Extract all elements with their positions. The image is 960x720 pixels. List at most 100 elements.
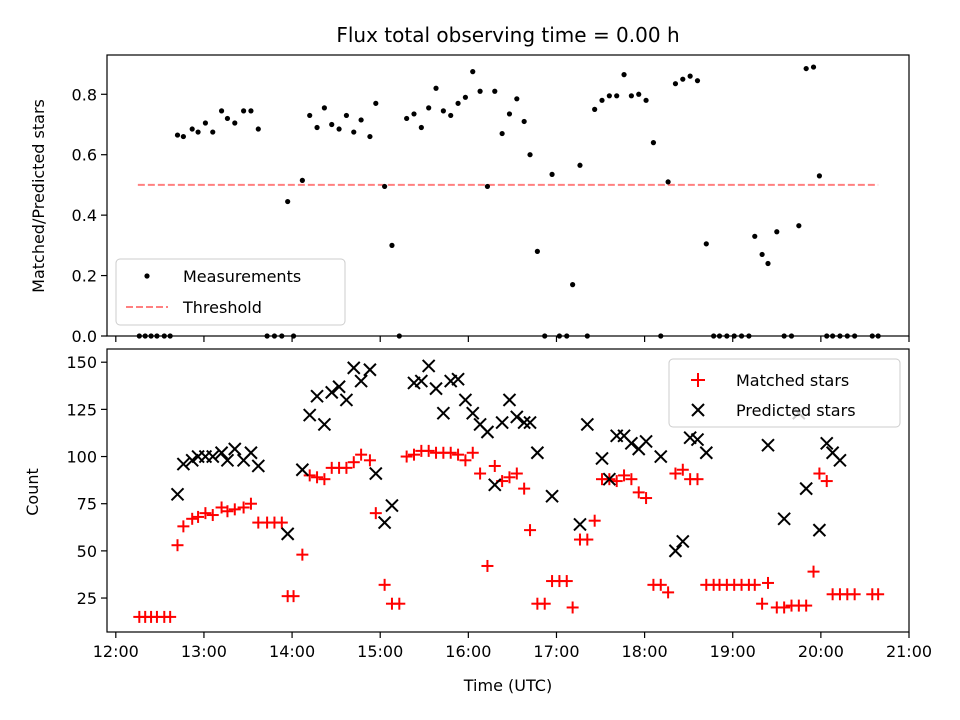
predicted-stars-point xyxy=(510,410,524,424)
matched-stars-point xyxy=(311,471,324,484)
measurements-point xyxy=(248,108,254,114)
top-ytick-label: 0.4 xyxy=(72,206,97,225)
measurements-point xyxy=(614,93,620,99)
measurements-point xyxy=(411,111,417,117)
matched-stars-point xyxy=(287,590,300,603)
measurements-point xyxy=(336,126,342,132)
matched-stars-point xyxy=(748,578,761,591)
measurements-point xyxy=(189,126,195,132)
predicted-stars-point xyxy=(176,457,191,471)
matched-stars-point xyxy=(488,459,501,472)
matched-stars-point xyxy=(518,482,531,495)
measurements-point xyxy=(285,198,291,205)
measurements-point xyxy=(824,333,830,339)
measurements-point xyxy=(636,91,642,97)
measurements-point xyxy=(521,118,527,125)
measurements-point xyxy=(746,333,752,339)
matched-stars-point xyxy=(676,463,689,476)
measurements-point xyxy=(534,248,540,254)
measurements-point xyxy=(774,229,780,235)
predicted-stars-point xyxy=(799,481,813,496)
legend-label-matched-stars: Matched stars xyxy=(736,371,849,390)
matched-stars-point xyxy=(177,520,190,533)
matched-stars-point xyxy=(510,467,523,480)
predicted-stars-point xyxy=(369,466,383,481)
predicted-stars-point xyxy=(363,363,377,377)
measurements-point xyxy=(875,333,881,339)
measurements-point xyxy=(148,333,154,339)
measurements-point xyxy=(711,333,717,339)
measurements-point xyxy=(837,333,843,339)
top-chart-plot-area xyxy=(136,64,881,339)
measurements-point xyxy=(396,333,402,339)
bottom-xtick-label: 19:00 xyxy=(710,642,756,661)
matched-stars-point xyxy=(192,510,205,523)
predicted-stars-point xyxy=(414,374,429,388)
measurements-point xyxy=(382,183,388,190)
matched-stars-point xyxy=(407,448,420,461)
measurements-point xyxy=(703,241,709,247)
predicted-stars-point xyxy=(436,406,451,420)
bottom-xtick-label: 16:00 xyxy=(445,642,491,661)
bottom-ytick-label: 125 xyxy=(66,400,97,419)
bottom-xtick-label: 18:00 xyxy=(622,642,668,661)
top-ytick-label: 0.8 xyxy=(72,85,97,104)
matched-stars-point xyxy=(610,475,623,488)
matched-stars-point xyxy=(452,448,465,461)
predicted-stars-point xyxy=(668,544,683,558)
matched-stars-point xyxy=(237,501,250,514)
bottom-chart-y-axis: 25 50 75 100 125 150 xyxy=(66,353,107,608)
measurements-point xyxy=(759,251,765,258)
predicted-stars-point xyxy=(595,451,609,466)
measurements-point xyxy=(195,129,201,135)
measurements-point xyxy=(455,100,461,106)
predicted-stars-point xyxy=(185,453,199,468)
predicted-stars-point xyxy=(421,359,436,373)
top-chart-legend: Measurements Threshold xyxy=(115,258,346,326)
matched-stars-point xyxy=(691,473,704,486)
predicted-stars-point xyxy=(488,478,502,492)
measurements-point xyxy=(314,124,320,131)
matched-stars-point xyxy=(662,586,675,599)
legend-marker-matched-stars xyxy=(691,373,705,387)
top-chart-ylabel: Matched/Predicted stars xyxy=(29,99,48,293)
measurements-point xyxy=(514,96,520,102)
bottom-ytick-label: 50 xyxy=(77,542,97,561)
predicted-stars-point xyxy=(480,425,495,439)
matched-stars-point xyxy=(820,475,833,488)
measurements-point xyxy=(373,100,379,106)
matched-stars-point xyxy=(560,575,573,588)
measurements-point xyxy=(584,333,590,339)
predicted-stars-point xyxy=(339,393,354,407)
measurements-point xyxy=(264,333,270,339)
predicted-stars-point xyxy=(676,534,690,549)
measurements-point xyxy=(180,133,186,140)
measurements-point xyxy=(527,152,533,158)
predicted-stars-point xyxy=(820,436,834,451)
measurements-point xyxy=(694,78,701,84)
predicted-stars-point xyxy=(523,415,537,430)
measurements-point xyxy=(477,88,483,94)
matched-stars-point xyxy=(848,588,861,601)
predicted-stars-point xyxy=(429,381,443,396)
top-ytick-label: 0.6 xyxy=(72,146,97,165)
measurements-point xyxy=(628,93,634,99)
measurements-point xyxy=(448,112,454,119)
bottom-chart-x-axis: 12:00 13:00 14:00 15:00 16:00 17:00 18:00 19:00… xyxy=(93,632,932,661)
matched-stars-point xyxy=(632,486,645,499)
measurements-point xyxy=(321,105,327,111)
measurements-point xyxy=(844,333,850,339)
matched-stars-point xyxy=(171,539,184,552)
measurements-point xyxy=(803,65,809,72)
measurements-point xyxy=(570,282,576,288)
matched-stars-point xyxy=(221,505,234,518)
bottom-ytick-label: 25 xyxy=(77,589,97,608)
bottom-xtick-label: 14:00 xyxy=(269,642,315,661)
matched-stars-point xyxy=(459,454,472,467)
predicted-stars-point xyxy=(295,463,310,477)
predicted-stars-point xyxy=(220,453,235,468)
measurements-point xyxy=(218,108,225,114)
measurements-point xyxy=(499,130,505,137)
matched-stars-point xyxy=(872,588,885,601)
top-ytick-label: 0.2 xyxy=(72,267,97,286)
